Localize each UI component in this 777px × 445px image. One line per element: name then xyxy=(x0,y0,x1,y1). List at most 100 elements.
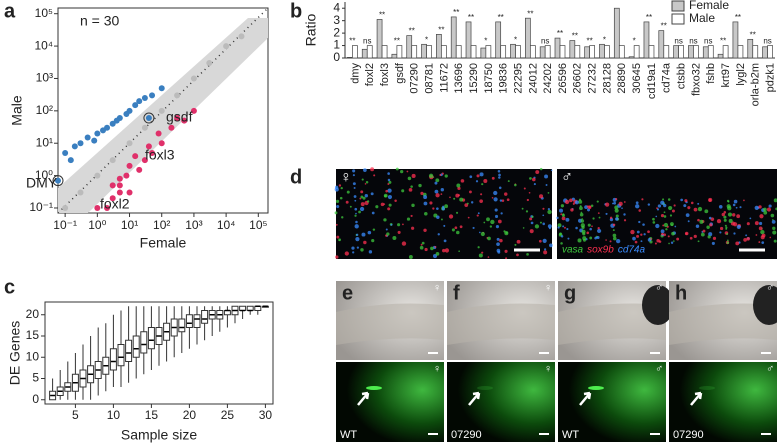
speckle xyxy=(387,194,393,200)
speckle xyxy=(728,218,733,223)
speckle xyxy=(491,176,495,180)
speckle xyxy=(489,225,493,228)
x-tick-label: 30 xyxy=(259,408,273,422)
speckle xyxy=(493,190,498,196)
speckle xyxy=(660,229,665,234)
speckle xyxy=(366,200,370,203)
speckle xyxy=(685,232,688,235)
speckle xyxy=(769,236,772,239)
speckle xyxy=(723,210,727,214)
speckle xyxy=(493,197,498,202)
speckle xyxy=(655,223,660,229)
speckle xyxy=(341,216,344,219)
speckle xyxy=(579,212,584,217)
speckle xyxy=(636,234,640,238)
bar xyxy=(366,45,373,59)
speckle xyxy=(658,240,662,243)
speckle xyxy=(647,203,651,206)
x-tick-label: 20 xyxy=(183,408,197,422)
speckle xyxy=(472,226,475,230)
point xyxy=(84,134,91,141)
speckle xyxy=(671,231,675,236)
speckle xyxy=(687,206,691,210)
speckle xyxy=(387,172,390,175)
speckle xyxy=(338,184,342,187)
speckle xyxy=(759,221,763,226)
speckle xyxy=(335,199,340,204)
fluorescence xyxy=(558,362,666,442)
bar xyxy=(396,45,403,59)
bar xyxy=(441,45,447,59)
speckle xyxy=(346,190,350,194)
speckle xyxy=(754,221,759,226)
speckle xyxy=(494,214,499,218)
x-tick-label: 08781 xyxy=(423,63,435,94)
speckle xyxy=(655,215,658,218)
speckle xyxy=(695,224,700,229)
sex-symbol: ♀ xyxy=(433,363,441,375)
speckle xyxy=(773,198,777,203)
point xyxy=(109,195,116,202)
speckle xyxy=(355,212,357,215)
speckle xyxy=(344,251,349,256)
point xyxy=(174,115,181,122)
speckle xyxy=(355,220,358,224)
speckle xyxy=(504,231,509,236)
significance: ** xyxy=(498,13,504,22)
speckle xyxy=(360,248,364,252)
speckle xyxy=(543,248,547,251)
speckle xyxy=(727,212,733,217)
larva-outline xyxy=(336,303,444,345)
speckle xyxy=(612,233,617,238)
bar xyxy=(722,45,729,59)
x-tick-label: 27232 xyxy=(587,63,599,94)
x-tick-label: 10⁴ xyxy=(217,218,236,232)
point xyxy=(223,43,230,50)
speckle xyxy=(700,232,705,237)
point xyxy=(149,92,156,99)
sex-symbol: ♀ xyxy=(544,363,552,375)
significance: ** xyxy=(661,22,667,31)
speckle xyxy=(370,192,374,196)
bar xyxy=(767,45,773,59)
y-tick-label: 5 xyxy=(32,371,39,385)
point xyxy=(158,140,165,147)
point xyxy=(190,75,197,82)
point xyxy=(132,102,139,109)
speckle xyxy=(430,246,434,251)
significance: ns xyxy=(363,37,371,46)
x-tick-label: 13696 xyxy=(453,63,465,94)
bar xyxy=(455,45,462,59)
speckle xyxy=(497,219,502,224)
speckle xyxy=(356,246,359,249)
x-tick-label: 28128 xyxy=(601,63,613,94)
speckle xyxy=(707,235,711,239)
speckle xyxy=(726,232,729,235)
y-tick-label: 10 xyxy=(26,349,40,363)
speckle xyxy=(654,242,657,245)
speckle xyxy=(526,198,530,202)
speckle xyxy=(762,207,767,212)
speckle xyxy=(352,169,356,173)
legend-swatch xyxy=(671,0,685,12)
speckle xyxy=(723,215,727,219)
speckle xyxy=(586,231,590,235)
speckle xyxy=(455,211,459,214)
speckle xyxy=(477,212,480,215)
speckle xyxy=(525,210,529,213)
speckle xyxy=(743,238,747,242)
point xyxy=(126,189,133,196)
speckle xyxy=(483,179,488,184)
bar xyxy=(658,30,665,59)
speckle xyxy=(507,180,510,183)
speckle xyxy=(340,186,343,190)
speckle xyxy=(699,219,704,224)
speckle xyxy=(621,207,623,210)
speckle xyxy=(454,226,458,230)
speckle xyxy=(706,225,710,230)
speckle xyxy=(613,201,617,205)
speckle xyxy=(581,218,583,220)
speckle xyxy=(372,228,376,231)
speckle xyxy=(561,213,565,217)
